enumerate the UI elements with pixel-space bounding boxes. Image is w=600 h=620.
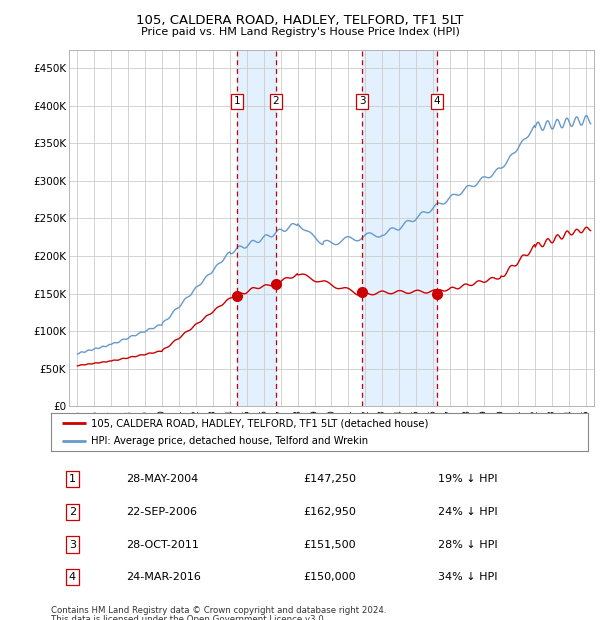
Text: £151,500: £151,500 xyxy=(304,539,356,549)
Text: 28% ↓ HPI: 28% ↓ HPI xyxy=(437,539,497,549)
Text: 2: 2 xyxy=(69,507,76,517)
Text: 19% ↓ HPI: 19% ↓ HPI xyxy=(437,474,497,484)
Text: 3: 3 xyxy=(359,96,365,106)
Text: 2: 2 xyxy=(272,96,279,106)
Text: Price paid vs. HM Land Registry's House Price Index (HPI): Price paid vs. HM Land Registry's House … xyxy=(140,27,460,37)
Text: 22-SEP-2006: 22-SEP-2006 xyxy=(126,507,197,517)
Text: 105, CALDERA ROAD, HADLEY, TELFORD, TF1 5LT: 105, CALDERA ROAD, HADLEY, TELFORD, TF1 … xyxy=(136,14,464,27)
Text: HPI: Average price, detached house, Telford and Wrekin: HPI: Average price, detached house, Telf… xyxy=(91,436,368,446)
Text: 24-MAR-2016: 24-MAR-2016 xyxy=(126,572,201,582)
Bar xyxy=(362,50,437,406)
Text: Contains HM Land Registry data © Crown copyright and database right 2024.: Contains HM Land Registry data © Crown c… xyxy=(51,606,386,616)
Text: 1: 1 xyxy=(233,96,240,106)
Text: £147,250: £147,250 xyxy=(304,474,356,484)
Text: 28-OCT-2011: 28-OCT-2011 xyxy=(126,539,199,549)
Text: 24% ↓ HPI: 24% ↓ HPI xyxy=(437,507,497,517)
Text: 3: 3 xyxy=(69,539,76,549)
Text: This data is licensed under the Open Government Licence v3.0.: This data is licensed under the Open Gov… xyxy=(51,615,326,620)
Text: 4: 4 xyxy=(434,96,440,106)
Text: £150,000: £150,000 xyxy=(304,572,356,582)
Text: 28-MAY-2004: 28-MAY-2004 xyxy=(126,474,199,484)
Text: 1: 1 xyxy=(69,474,76,484)
Bar xyxy=(237,50,276,406)
Text: 4: 4 xyxy=(69,572,76,582)
Text: 34% ↓ HPI: 34% ↓ HPI xyxy=(437,572,497,582)
Text: £162,950: £162,950 xyxy=(304,507,356,517)
Text: 105, CALDERA ROAD, HADLEY, TELFORD, TF1 5LT (detached house): 105, CALDERA ROAD, HADLEY, TELFORD, TF1 … xyxy=(91,418,428,428)
